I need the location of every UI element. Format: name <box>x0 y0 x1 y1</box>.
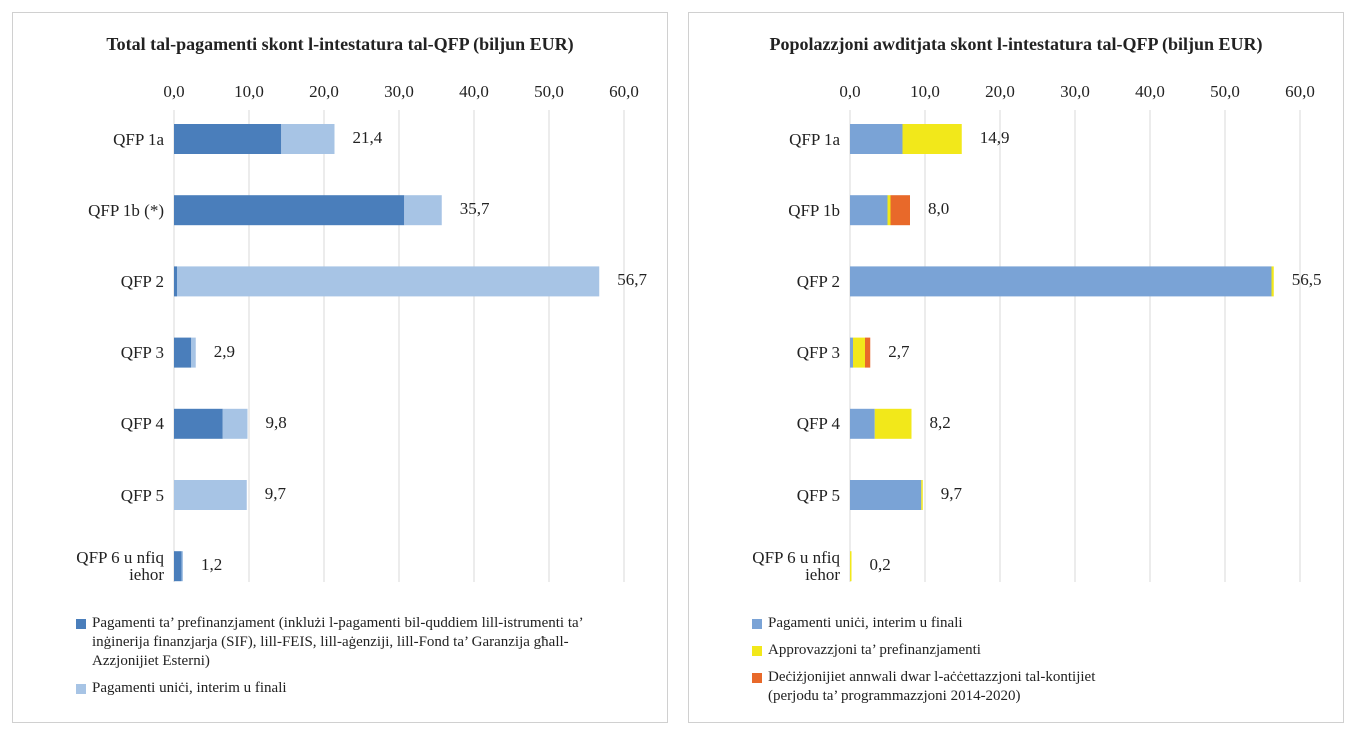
bar <box>177 266 600 297</box>
bar <box>853 337 865 368</box>
chart-title: Popolazzjoni awditjata skont l-intestatu… <box>769 34 1263 54</box>
x-tick-label: 40,0 <box>1135 82 1165 101</box>
value-label: 2,7 <box>888 341 910 361</box>
value-label: 1,2 <box>201 555 223 575</box>
legend-label: Pagamenti ta’ prefinanzjament (inklużi l… <box>92 615 583 669</box>
bar <box>902 124 962 154</box>
legend-swatch <box>752 619 762 629</box>
bar <box>174 195 405 226</box>
chart-title: Total tal-pagamenti skont l-intestatura … <box>106 34 574 54</box>
bar <box>850 551 852 582</box>
bar <box>921 480 923 510</box>
bar <box>1271 266 1274 297</box>
value-label: 9,7 <box>264 484 286 503</box>
bar <box>850 195 888 226</box>
bar <box>174 480 247 510</box>
x-tick-label: 0,0 <box>839 82 861 101</box>
x-tick-label: 10,0 <box>234 82 264 101</box>
value-label: 2,9 <box>213 341 235 361</box>
bar <box>174 337 192 368</box>
y-tick-label: QFP 5 <box>796 485 840 505</box>
legend-label: Pagamenti uniċi, interim u finali <box>768 615 963 631</box>
value-label: 14,9 <box>979 128 1010 147</box>
value-label: 56,7 <box>617 270 647 290</box>
y-tick-label: QFP 2 <box>120 271 164 291</box>
x-tick-label: 10,0 <box>910 82 940 101</box>
bar <box>174 408 223 439</box>
y-tick-label: QFP 2 <box>796 271 840 291</box>
bar <box>850 408 875 439</box>
legend-swatch <box>752 673 762 683</box>
bar <box>874 408 912 439</box>
y-tick-label: QFP 3 <box>120 343 164 363</box>
value-label: 0,2 <box>869 555 891 575</box>
x-tick-label: 50,0 <box>1210 82 1240 101</box>
x-tick-label: 0,0 <box>163 82 185 101</box>
panel <box>12 12 668 723</box>
bar <box>850 266 1272 297</box>
bar <box>404 195 442 226</box>
y-tick-label: QFP 4 <box>120 414 164 434</box>
bar <box>850 124 903 154</box>
bar <box>174 124 282 154</box>
x-tick-label: 30,0 <box>1060 82 1090 101</box>
y-tick-label: QFP 3 <box>796 343 840 363</box>
bar <box>850 480 922 510</box>
legend-swatch <box>752 646 762 656</box>
y-tick-label: QFP 5 <box>120 485 164 505</box>
value-label: 56,5 <box>1291 270 1322 290</box>
legend-label: Approvazzjoni ta’ prefinanzjamenti <box>768 642 981 658</box>
y-tick-label: QFP 1a <box>113 129 164 149</box>
value-label: 21,4 <box>352 128 383 147</box>
bar <box>181 551 183 582</box>
legend-swatch <box>76 684 86 694</box>
bar <box>191 337 196 368</box>
y-tick-label: QFP 1a <box>789 129 840 149</box>
value-label: 8,2 <box>929 412 951 432</box>
x-tick-label: 20,0 <box>309 82 339 101</box>
bar <box>174 551 182 582</box>
legend-label: Deċiżjonijiet annwali dwar l-aċċettazzjo… <box>768 669 1096 704</box>
y-tick-label: QFP 1b (*) <box>88 200 164 220</box>
y-tick-label: QFP 6 u nfiq iehor <box>76 548 164 585</box>
value-label: 9,7 <box>940 484 962 503</box>
value-label: 8,0 <box>928 199 950 219</box>
bar <box>222 408 248 439</box>
bar <box>174 266 177 297</box>
bar <box>850 337 853 368</box>
x-tick-label: 30,0 <box>384 82 414 101</box>
x-tick-label: 40,0 <box>459 82 489 101</box>
y-tick-label: QFP 6 u nfiq iehor <box>752 548 840 585</box>
panel <box>688 12 1344 723</box>
x-tick-label: 50,0 <box>534 82 564 101</box>
legend-swatch <box>76 619 86 629</box>
bar <box>865 337 871 368</box>
x-tick-label: 20,0 <box>985 82 1015 101</box>
bar <box>887 195 891 226</box>
bar <box>281 124 335 154</box>
y-tick-label: QFP 1b <box>788 200 840 220</box>
y-tick-label: QFP 4 <box>796 414 840 434</box>
value-label: 9,8 <box>265 412 287 432</box>
bar <box>890 195 910 226</box>
value-label: 35,7 <box>459 199 490 219</box>
legend-label: Pagamenti uniċi, interim u finali <box>92 680 287 696</box>
x-tick-label: 60,0 <box>1285 82 1315 101</box>
x-tick-label: 60,0 <box>609 82 639 101</box>
